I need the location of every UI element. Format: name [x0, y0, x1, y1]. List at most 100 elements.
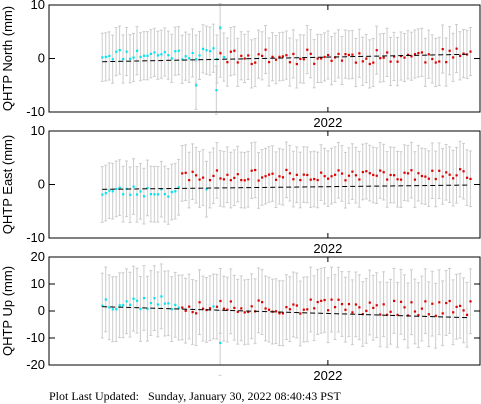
data-point-recent	[195, 174, 198, 177]
data-point-recent	[434, 177, 437, 181]
data-point-recent	[281, 55, 285, 58]
data-point-recent	[365, 170, 368, 173]
data-point-recent	[382, 303, 385, 306]
data-point-recent	[330, 175, 333, 178]
data-point-recent	[389, 60, 392, 63]
data-point-recent	[358, 306, 361, 309]
data-point-recent	[292, 303, 295, 306]
data-point	[139, 190, 142, 193]
data-point-recent	[288, 61, 292, 64]
data-point-recent	[229, 179, 232, 182]
data-point-recent	[361, 170, 364, 174]
data-point-recent	[458, 54, 462, 57]
data-point	[104, 192, 107, 195]
data-point-recent	[330, 59, 333, 62]
data-point-recent	[462, 309, 465, 312]
data-point-recent	[285, 306, 288, 309]
data-point-recent	[386, 51, 389, 54]
data-point-recent	[358, 178, 361, 181]
data-point-recent	[427, 313, 430, 316]
data-point-recent	[340, 172, 344, 175]
data-point-recent	[236, 173, 239, 176]
data-point	[198, 54, 201, 57]
trend-line	[102, 306, 470, 319]
data-point-recent	[233, 176, 236, 180]
data-point-recent	[302, 308, 305, 311]
data-point	[135, 193, 139, 196]
data-point-recent	[306, 48, 309, 51]
data-point	[153, 297, 156, 300]
data-point-recent	[399, 178, 403, 181]
data-point-recent	[337, 52, 340, 56]
data-point-recent	[278, 175, 281, 178]
data-point-recent	[375, 174, 378, 177]
data-point	[108, 54, 111, 58]
data-point-recent	[389, 310, 392, 313]
footer: Plot Last Updated: Sunday, January 30, 2…	[49, 389, 341, 404]
data-point	[215, 89, 218, 92]
data-point-recent	[264, 307, 267, 310]
data-point-recent	[424, 175, 427, 178]
data-point-recent	[379, 169, 382, 172]
data-point-recent	[243, 57, 246, 60]
data-point-recent	[344, 308, 347, 311]
data-point-recent	[393, 55, 396, 58]
data-point	[177, 186, 180, 189]
data-point-recent	[181, 172, 184, 175]
data-point-recent	[323, 175, 326, 178]
data-point-recent	[372, 306, 375, 309]
data-point-recent	[337, 298, 340, 301]
data-point-recent	[195, 312, 198, 315]
data-point-recent	[379, 313, 382, 316]
data-point-recent	[181, 306, 184, 309]
data-point-recent	[382, 56, 385, 59]
data-point	[132, 56, 135, 59]
data-point	[101, 304, 104, 307]
data-point-recent	[396, 313, 399, 317]
panel-2: -10 0 10 2022 QHTP East (mm)	[0, 123, 481, 256]
data-point-recent	[309, 298, 312, 301]
data-point	[132, 185, 135, 188]
data-point	[208, 50, 212, 53]
data-point-recent	[309, 178, 312, 181]
data-point	[163, 302, 166, 305]
data-point	[170, 190, 173, 194]
data-point-recent	[417, 51, 420, 55]
data-point-recent	[271, 55, 274, 58]
data-point-recent	[254, 168, 257, 172]
data-point-recent	[379, 57, 382, 60]
data-point-recent	[347, 302, 351, 306]
data-point	[195, 84, 198, 87]
data-point-recent	[243, 179, 246, 182]
data-point-recent	[469, 300, 472, 303]
data-point-recent	[278, 312, 281, 315]
data-point	[101, 193, 104, 196]
data-point-recent	[420, 174, 423, 178]
data-point-recent	[226, 173, 229, 176]
data-point-recent	[229, 300, 232, 303]
data-point	[146, 54, 149, 57]
y-tick-label: 0	[38, 303, 45, 318]
data-point-recent	[243, 311, 246, 314]
data-point	[139, 307, 142, 311]
data-point	[160, 188, 163, 191]
data-point-recent	[222, 307, 226, 310]
data-point-recent	[386, 313, 389, 316]
data-point-recent	[320, 299, 323, 302]
data-point	[122, 58, 125, 61]
data-point-recent	[271, 172, 274, 175]
data-point-recent	[455, 174, 458, 177]
data-point-recent	[403, 56, 406, 59]
data-point-recent	[316, 178, 319, 182]
data-point-recent	[438, 169, 441, 172]
data-point	[122, 304, 125, 307]
data-point-recent	[445, 61, 448, 64]
data-point	[184, 55, 187, 58]
x-tick-label: 2022	[313, 241, 342, 256]
data-point-recent	[299, 57, 302, 60]
data-point-recent	[365, 57, 368, 60]
data-point-recent	[410, 169, 413, 172]
data-point	[167, 302, 170, 305]
data-point-recent	[285, 168, 288, 172]
data-point-recent	[184, 309, 187, 312]
